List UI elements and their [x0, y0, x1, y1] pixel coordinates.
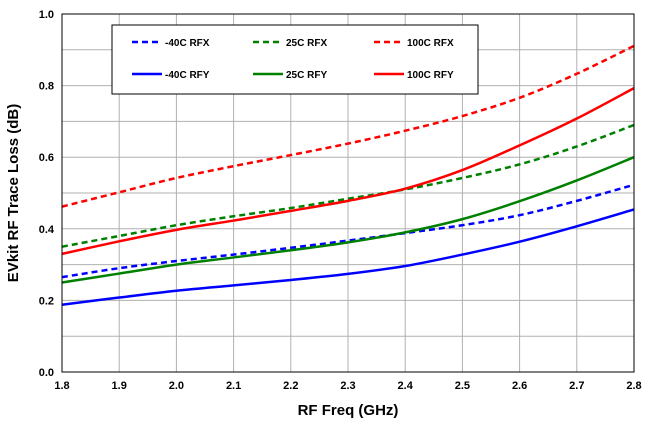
series-line	[61, 123, 635, 248]
x-tick-label: 2.7	[569, 380, 584, 392]
x-tick-label: 1.8	[54, 380, 69, 392]
y-axis-title: EVkit RF Trace Loss (dB)	[5, 104, 22, 282]
series-lines	[61, 44, 635, 306]
legend-label: -40C RFX	[165, 38, 210, 49]
x-tick-label: 2.5	[455, 380, 470, 392]
y-tick-label: 0.2	[39, 295, 54, 307]
x-tick-label: 2.3	[340, 380, 355, 392]
legend-label: 100C RFX	[407, 38, 454, 49]
x-tick-label: 2.0	[169, 380, 184, 392]
y-tick-label: 0.6	[39, 152, 54, 164]
y-tick-label: 1.0	[39, 9, 54, 21]
legend-label: 25C RFX	[286, 38, 327, 49]
x-tick-label: 2.4	[398, 380, 414, 392]
series-line	[61, 208, 635, 306]
y-tick-label: 0.0	[39, 367, 54, 379]
legend-label: 100C RFY	[407, 70, 454, 81]
tick-labels: 1.8 1.9 2.0 2.1 2.2 2.3 2.4 2.5 2.6 2.7 2.8 0.0 0.2 0…	[39, 9, 642, 392]
legend: -40C RFX 25C RFX 100C RFX -40C RFY 25C RFY 10…	[111, 24, 479, 95]
y-tick-label: 0.4	[39, 224, 55, 236]
x-tick-label: 2.2	[283, 380, 298, 392]
legend-label: 25C RFY	[286, 70, 327, 81]
series-line	[61, 87, 635, 256]
x-tick-label: 2.1	[226, 380, 241, 392]
x-tick-label: 2.6	[512, 380, 527, 392]
x-tick-label: 2.8	[626, 380, 641, 392]
series-line	[61, 44, 635, 208]
legend-box	[111, 24, 479, 95]
y-tick-label: 0.8	[39, 81, 54, 93]
series-line	[61, 156, 635, 284]
legend-label: -40C RFY	[165, 70, 210, 81]
x-tick-label: 1.9	[112, 380, 127, 392]
plot-frame	[61, 13, 635, 373]
x-axis-title: RF Freq (GHz)	[298, 402, 399, 419]
